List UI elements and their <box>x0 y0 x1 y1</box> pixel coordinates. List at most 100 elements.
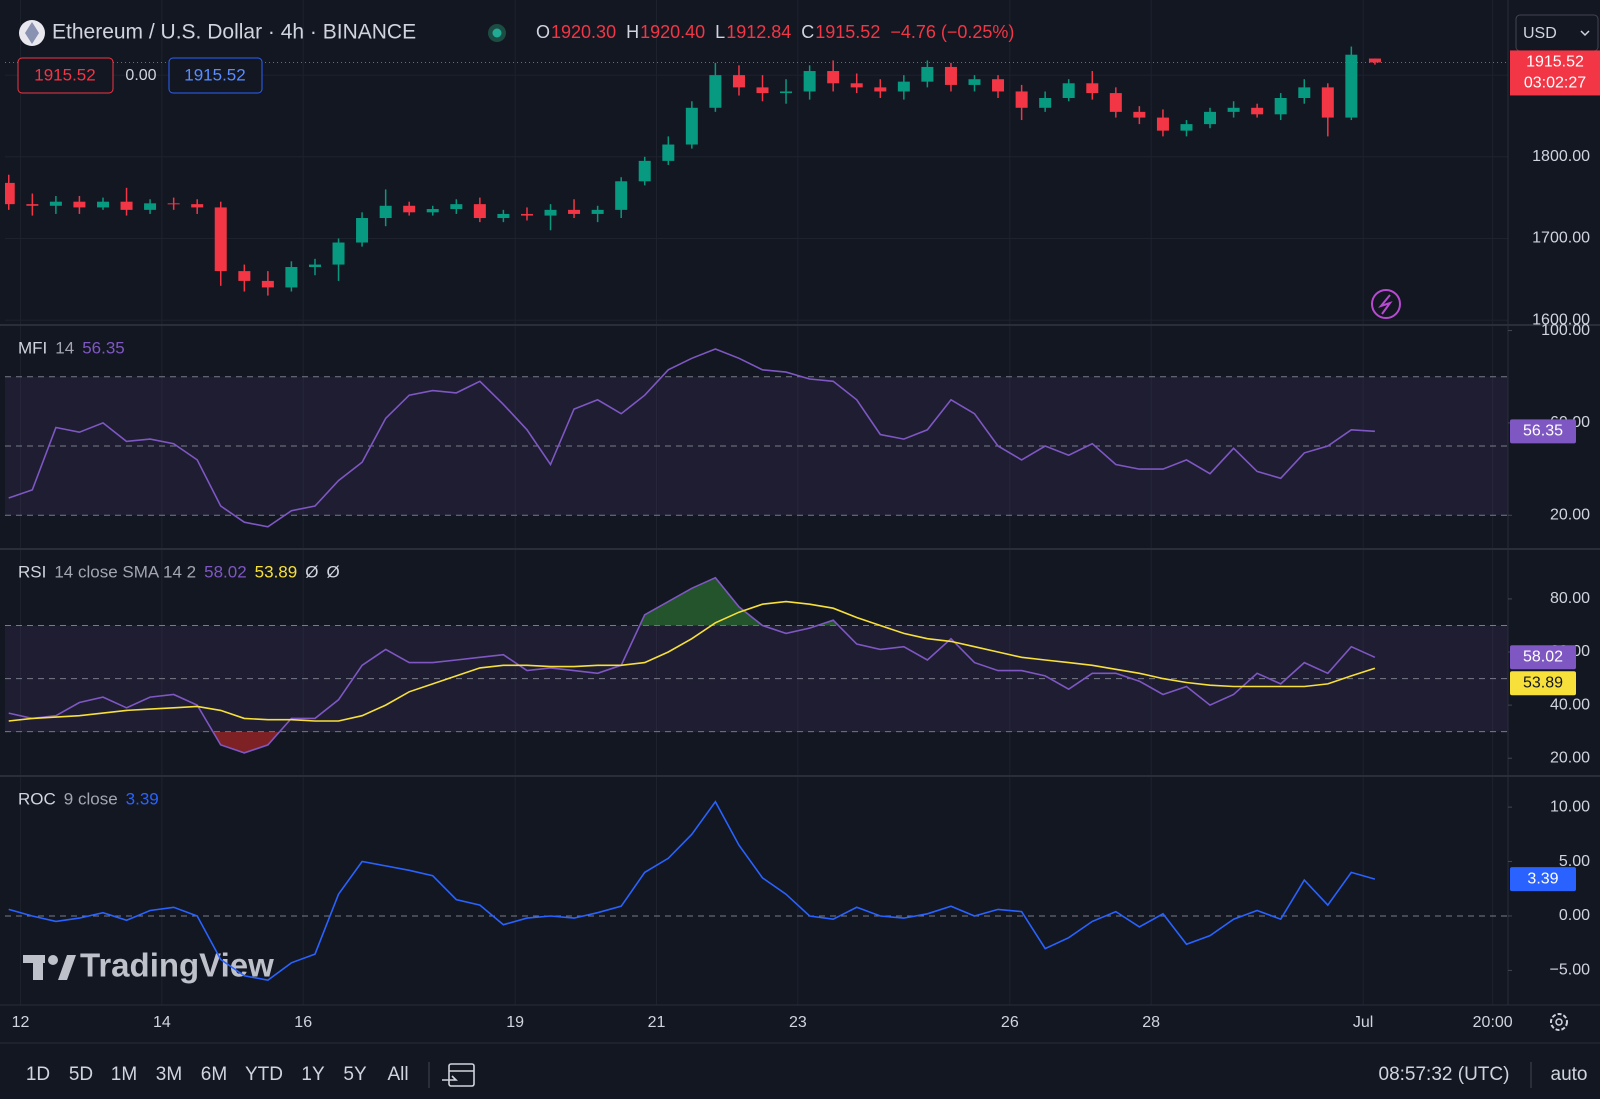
alert-circle[interactable] <box>1371 289 1401 319</box>
calendar-icon[interactable] <box>448 1063 475 1087</box>
candle-body <box>426 209 439 213</box>
range-button[interactable]: 5D <box>69 1064 93 1085</box>
candle-body <box>120 201 133 210</box>
y-tick-label: 0.00 <box>1559 907 1590 924</box>
range-button[interactable]: All <box>387 1064 408 1085</box>
range-button[interactable]: 1Y <box>301 1064 325 1085</box>
value-badge <box>1510 419 1576 444</box>
candle-body <box>1180 124 1193 131</box>
candle-body <box>214 207 227 272</box>
watermark: TradingView <box>23 947 274 984</box>
settings-button[interactable] <box>1550 1013 1568 1031</box>
scale-mode[interactable]: auto <box>1551 1064 1588 1085</box>
spread: 0.00 <box>125 67 156 84</box>
alert-icon[interactable] <box>1371 289 1401 319</box>
candle-body <box>26 204 39 206</box>
candle-body <box>615 181 628 210</box>
logo-part <box>48 955 58 965</box>
candle-body <box>473 204 486 219</box>
y-tick-label: 20.00 <box>1550 507 1590 524</box>
legend-value: 58.02 <box>204 562 247 581</box>
range-button[interactable]: 1M <box>111 1064 137 1085</box>
buy-price[interactable]: 1915.52 <box>184 65 245 84</box>
goto-date-button[interactable] <box>442 1063 475 1087</box>
x-tick-label: 28 <box>1142 1014 1160 1031</box>
pane-params: 9 close <box>64 789 118 808</box>
calendar-arrow[interactable] <box>442 1075 458 1081</box>
candle-body <box>827 71 840 84</box>
range-button[interactable]: YTD <box>245 1064 283 1085</box>
value-badge-label: 56.35 <box>1523 423 1563 440</box>
x-tick-label: 19 <box>506 1014 524 1031</box>
pane-params: 14 close SMA 14 2 <box>54 562 196 581</box>
overbought-fill <box>639 577 839 626</box>
candle-body <box>1109 93 1122 112</box>
sell-price[interactable]: 1915.52 <box>34 65 95 84</box>
clock: 08:57:32 (UTC) <box>1379 1064 1510 1085</box>
market-status-dot <box>492 28 502 38</box>
candle-body <box>97 201 110 208</box>
candle-body <box>1368 58 1381 63</box>
pane-title: RSI <box>18 562 46 581</box>
candle-body <box>1039 97 1052 108</box>
price-change: −4.76 (−0.25%) <box>890 22 1014 42</box>
candle-body <box>356 218 369 243</box>
x-tick-label: Jul <box>1353 1014 1373 1031</box>
candle-body <box>874 87 887 92</box>
candle-body <box>308 264 321 268</box>
candle-body <box>450 204 463 210</box>
value-badge-label: 58.02 <box>1523 648 1563 665</box>
gear-center[interactable] <box>1555 1018 1563 1026</box>
candle-body <box>568 209 581 214</box>
candle-body <box>1274 97 1287 115</box>
data-layer <box>5 46 1508 982</box>
candle-body <box>5 182 15 205</box>
gear[interactable] <box>1550 1013 1568 1031</box>
x-tick-label: 23 <box>789 1014 807 1031</box>
currency-label[interactable]: USD <box>1523 25 1557 42</box>
candle-body <box>403 205 416 213</box>
watermark-text: TradingView <box>80 947 274 984</box>
pane <box>5 46 1508 296</box>
y-tick-label: 40.00 <box>1550 696 1590 713</box>
candle-body <box>73 201 86 208</box>
x-tick-label: 12 <box>12 1014 30 1031</box>
logo-part <box>58 955 76 980</box>
ohlc-value: 1920.30 <box>551 22 616 42</box>
sell-box[interactable] <box>17 57 114 94</box>
ohlc-label: L <box>715 22 725 42</box>
range-button[interactable]: 5Y <box>343 1064 367 1085</box>
legend-na: Ø <box>305 562 318 581</box>
value-badge <box>1510 645 1576 670</box>
ohlc-value: 1912.84 <box>726 22 791 42</box>
y-tick-label: 1700.00 <box>1532 230 1590 247</box>
candle-body <box>520 213 533 216</box>
buy-box[interactable] <box>168 57 263 94</box>
indicator-line <box>8 348 1375 528</box>
sell-button[interactable]: 1915.52 <box>17 57 114 94</box>
chevron[interactable] <box>1580 30 1590 37</box>
candle-body <box>1345 54 1358 118</box>
x-tick-label: 14 <box>153 1014 171 1031</box>
price-badge-value: 1915.52 <box>1526 54 1584 71</box>
y-tick-label: 10.00 <box>1550 798 1590 815</box>
candle-body <box>1133 111 1146 118</box>
x-tick-label: 20:00 <box>1473 1014 1513 1031</box>
range-button[interactable]: 6M <box>201 1064 227 1085</box>
alert-bolt[interactable] <box>1378 294 1393 315</box>
candle-body <box>732 75 745 88</box>
buy-button[interactable]: 1915.52 <box>168 57 263 94</box>
ohlc-value: 1920.40 <box>640 22 705 42</box>
candle-body <box>1156 117 1169 131</box>
range-button[interactable]: 1D <box>26 1064 50 1085</box>
range-button[interactable]: 3M <box>156 1064 182 1085</box>
candle-body <box>1298 87 1311 98</box>
currency-button[interactable]: USD <box>1515 14 1599 52</box>
pane-title: MFI <box>18 338 47 357</box>
symbol-title: Ethereum / U.S. Dollar · 4h · BINANCE <box>52 21 416 44</box>
grid-layer <box>5 0 1508 1005</box>
candle-body <box>662 144 675 161</box>
candle-body <box>780 91 793 94</box>
